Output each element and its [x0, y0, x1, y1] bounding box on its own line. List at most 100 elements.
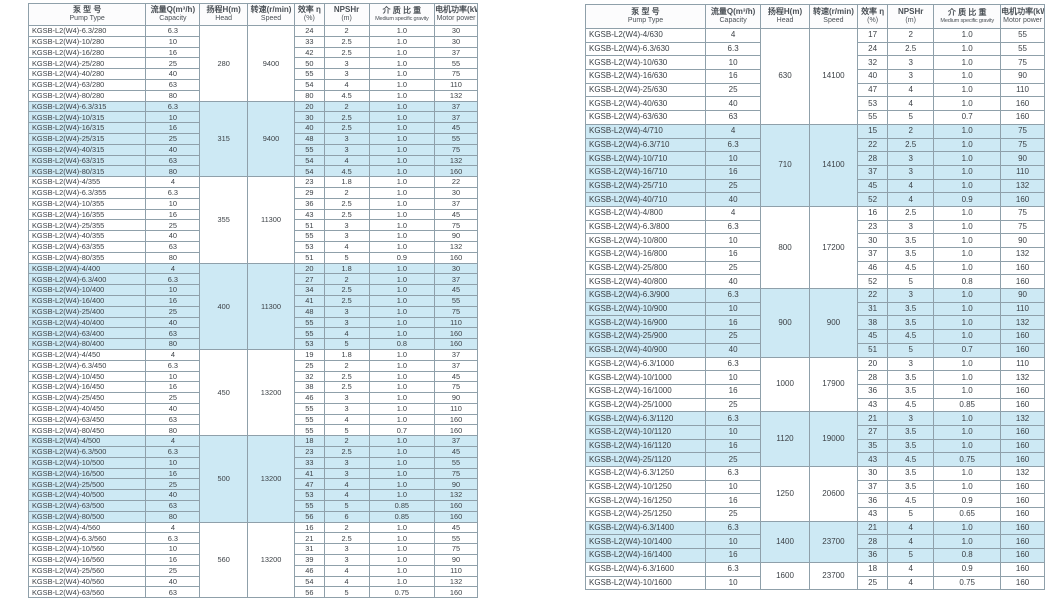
cell-gravity: 1.0 — [368, 543, 436, 556]
table-body: KGSB-L2(W4)-4/630 4 630 14100 17 2 1.0 55 KGSB-L… — [585, 28, 1045, 591]
cell-npshr: 3 — [887, 151, 935, 166]
cell-pump-type: KGSB-L2(W4)-10/1250 — [585, 479, 706, 495]
cell-npshr: 4 — [887, 520, 935, 536]
cell-motor-power: 160 — [434, 327, 478, 340]
cell-speed: 13200 — [246, 348, 296, 437]
cell-efficiency: 34 — [294, 284, 325, 296]
cell-pump-type: KGSB-L2(W4)-40/315 — [27, 143, 147, 156]
table-row: KGSB-L2(W4)-63/280 63 54 4 1.0 110 — [27, 78, 478, 91]
cell-motor-power: 132 — [1000, 247, 1045, 262]
table-row: KGSB-L2(W4)-10/710 10 28 3 1.0 90 — [585, 151, 1045, 166]
cell-gravity: 0.65 — [933, 507, 1002, 522]
cell-pump-type: KGSB-L2(W4)-16/450 — [27, 381, 147, 394]
cell-efficiency: 25 — [857, 575, 889, 591]
header-label: Motor power — [1003, 17, 1043, 25]
cell-npshr: 3 — [323, 554, 370, 566]
cell-efficiency: 22 — [857, 288, 889, 303]
table-row: KGSB-L2(W4)-4/800 4 800 17200 16 2.5 1.0 75 — [585, 205, 1045, 290]
cell-efficiency: 45 — [857, 329, 889, 344]
cell-capacity: 25 — [145, 57, 201, 70]
cell-pump-type: KGSB-L2(W4)-6.3/450 — [27, 359, 147, 372]
cell-efficiency: 40 — [294, 122, 325, 134]
pump-spec-table-right: 泵 型 号 Pump Type 流量Q(m³/h) Capacity 扬程H(m) H… — [585, 4, 1045, 591]
cell-capacity: 16 — [145, 122, 201, 134]
header-label: (m) — [905, 17, 916, 25]
cell-pump-type: KGSB-L2(W4)-4/355 — [27, 176, 147, 188]
cell-motor-power: 75 — [434, 467, 478, 480]
cell-efficiency: 56 — [294, 586, 325, 599]
cell-motor-power: 55 — [434, 132, 478, 145]
cell-npshr: 4.5 — [323, 165, 370, 178]
cell-pump-type: KGSB-L2(W4)-6.3/280 — [27, 25, 147, 37]
cell-efficiency: 43 — [857, 452, 889, 467]
cell-gravity: 1.0 — [368, 554, 436, 566]
cell-efficiency: 23 — [294, 446, 325, 458]
cell-head: 1600 — [760, 561, 810, 591]
cell-efficiency: 16 — [294, 521, 325, 534]
cell-gravity: 1.0 — [368, 219, 436, 232]
cell-pump-type: KGSB-L2(W4)-16/630 — [585, 69, 706, 84]
cell-npshr: 2.5 — [323, 381, 370, 394]
cell-capacity: 40 — [145, 489, 201, 502]
cell-capacity: 80 — [145, 510, 201, 523]
cell-gravity: 1.0 — [368, 446, 436, 458]
col-header-capacity: 流量Q(m³/h) Capacity — [145, 3, 201, 26]
table-row: KGSB-L2(W4)-40/315 40 55 3 1.0 75 — [27, 143, 478, 156]
cell-pump-type: KGSB-L2(W4)-40/400 — [27, 316, 147, 329]
cell-gravity: 0.8 — [933, 548, 1002, 563]
header-label: Head — [776, 17, 794, 25]
cell-efficiency: 20 — [294, 262, 325, 275]
cell-capacity: 40 — [145, 230, 201, 242]
cell-npshr: 3.5 — [887, 301, 935, 317]
cell-efficiency: 38 — [294, 381, 325, 394]
table-row: KGSB-L2(W4)-10/1120 10 27 3.5 1.0 160 — [585, 424, 1045, 440]
cell-npshr: 2 — [323, 100, 370, 113]
cell-capacity: 40 — [704, 192, 762, 207]
cell-motor-power: 55 — [1000, 28, 1045, 43]
cell-gravity: 1.0 — [933, 424, 1002, 440]
cell-gravity: 1.0 — [368, 89, 436, 102]
cell-capacity: 6.3 — [704, 41, 762, 57]
cell-motor-power: 30 — [434, 186, 478, 199]
cell-gravity: 0.7 — [933, 342, 1002, 358]
header-label: Capacity — [159, 15, 187, 23]
cell-motor-power: 160 — [434, 424, 478, 437]
cell-motor-power: 160 — [1000, 520, 1045, 536]
table-row: KGSB-L2(W4)-10/1000 10 28 3.5 1.0 132 — [585, 370, 1045, 385]
cell-pump-type: KGSB-L2(W4)-16/1400 — [585, 548, 706, 563]
cell-gravity: 1.0 — [368, 284, 436, 296]
cell-npshr: 3 — [323, 219, 370, 232]
cell-capacity: 16 — [145, 381, 201, 394]
cell-speed: 11300 — [246, 262, 296, 350]
cell-efficiency: 20 — [294, 100, 325, 113]
cell-pump-type: KGSB-L2(W4)-16/1250 — [585, 493, 706, 509]
cell-motor-power: 160 — [434, 510, 478, 523]
cell-pump-type: KGSB-L2(W4)-10/1400 — [585, 534, 706, 550]
cell-pump-type: KGSB-L2(W4)-10/1000 — [585, 370, 706, 385]
cell-gravity: 1.0 — [368, 327, 436, 340]
cell-npshr: 5 — [323, 338, 370, 350]
cell-efficiency: 48 — [294, 305, 325, 318]
cell-capacity: 25 — [704, 329, 762, 344]
cell-gravity: 1.0 — [933, 137, 1002, 153]
cell-gravity: 1.0 — [368, 100, 436, 113]
cell-motor-power: 75 — [1000, 205, 1045, 221]
cell-capacity: 80 — [145, 89, 201, 102]
cell-motor-power: 45 — [434, 122, 478, 134]
cell-efficiency: 36 — [857, 548, 889, 563]
cell-motor-power: 45 — [434, 284, 478, 296]
cell-capacity: 25 — [145, 392, 201, 404]
cell-head: 450 — [199, 348, 248, 437]
cell-gravity: 1.0 — [368, 154, 436, 167]
cell-speed: 14100 — [808, 28, 859, 125]
cell-efficiency: 41 — [294, 294, 325, 307]
cell-gravity: 1.0 — [933, 151, 1002, 166]
cell-speed: 900 — [808, 288, 859, 358]
cell-npshr: 3 — [323, 57, 370, 70]
cell-capacity: 25 — [704, 452, 762, 467]
cell-motor-power: 37 — [434, 273, 478, 286]
cell-pump-type: KGSB-L2(W4)-80/355 — [27, 251, 147, 264]
cell-capacity: 10 — [145, 35, 201, 48]
cell-capacity: 10 — [704, 575, 762, 591]
cell-npshr: 3 — [887, 356, 935, 372]
